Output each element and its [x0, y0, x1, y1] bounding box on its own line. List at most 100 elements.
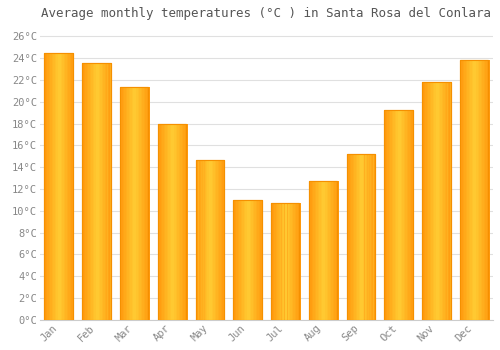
- Bar: [48, 52, 49, 320]
- Bar: [197, 160, 198, 320]
- Bar: [98, 63, 100, 320]
- Bar: [258, 200, 260, 320]
- Bar: [216, 160, 218, 320]
- Bar: [186, 124, 188, 320]
- Bar: [358, 154, 360, 320]
- Bar: [73, 52, 74, 320]
- Bar: [203, 160, 204, 320]
- Bar: [161, 124, 162, 320]
- Bar: [390, 110, 392, 320]
- Bar: [384, 110, 413, 320]
- Bar: [475, 60, 476, 320]
- Bar: [252, 200, 254, 320]
- Bar: [138, 88, 140, 320]
- Title: Average monthly temperatures (°C ) in Santa Rosa del Conlara: Average monthly temperatures (°C ) in Sa…: [42, 7, 492, 20]
- Bar: [450, 82, 452, 320]
- Bar: [46, 52, 48, 320]
- Bar: [337, 181, 338, 320]
- Bar: [386, 110, 388, 320]
- Bar: [135, 88, 136, 320]
- Bar: [248, 200, 250, 320]
- Bar: [130, 88, 132, 320]
- Bar: [394, 110, 395, 320]
- Bar: [61, 52, 62, 320]
- Bar: [316, 181, 318, 320]
- Bar: [336, 181, 337, 320]
- Bar: [488, 60, 490, 320]
- Bar: [426, 82, 428, 320]
- Bar: [292, 203, 294, 320]
- Bar: [443, 82, 444, 320]
- Bar: [96, 63, 97, 320]
- Bar: [428, 82, 430, 320]
- Bar: [120, 88, 148, 320]
- Bar: [432, 82, 434, 320]
- Bar: [346, 154, 375, 320]
- Bar: [94, 63, 96, 320]
- Bar: [91, 63, 92, 320]
- Bar: [180, 124, 182, 320]
- Bar: [110, 63, 112, 320]
- Bar: [196, 160, 224, 320]
- Bar: [431, 82, 432, 320]
- Bar: [364, 154, 366, 320]
- Bar: [128, 88, 129, 320]
- Bar: [309, 181, 337, 320]
- Bar: [370, 154, 372, 320]
- Bar: [487, 60, 488, 320]
- Bar: [315, 181, 316, 320]
- Bar: [260, 200, 262, 320]
- Bar: [410, 110, 411, 320]
- Bar: [280, 203, 281, 320]
- Bar: [271, 203, 300, 320]
- Bar: [348, 154, 350, 320]
- Bar: [482, 60, 484, 320]
- Bar: [62, 52, 64, 320]
- Bar: [400, 110, 401, 320]
- Bar: [158, 124, 186, 320]
- Bar: [174, 124, 176, 320]
- Bar: [256, 200, 257, 320]
- Bar: [208, 160, 209, 320]
- Bar: [486, 60, 487, 320]
- Bar: [398, 110, 400, 320]
- Bar: [351, 154, 352, 320]
- Bar: [332, 181, 334, 320]
- Bar: [312, 181, 314, 320]
- Bar: [460, 60, 488, 320]
- Bar: [204, 160, 206, 320]
- Bar: [422, 82, 424, 320]
- Bar: [44, 52, 73, 320]
- Bar: [466, 60, 468, 320]
- Bar: [468, 60, 469, 320]
- Bar: [86, 63, 88, 320]
- Bar: [140, 88, 141, 320]
- Bar: [396, 110, 398, 320]
- Bar: [413, 110, 414, 320]
- Bar: [283, 203, 284, 320]
- Bar: [44, 52, 46, 320]
- Bar: [408, 110, 410, 320]
- Bar: [460, 60, 462, 320]
- Bar: [182, 124, 183, 320]
- Bar: [363, 154, 364, 320]
- Bar: [106, 63, 108, 320]
- Bar: [82, 63, 110, 320]
- Bar: [147, 88, 148, 320]
- Bar: [462, 60, 463, 320]
- Bar: [446, 82, 448, 320]
- Bar: [158, 124, 159, 320]
- Bar: [310, 181, 312, 320]
- Bar: [100, 63, 102, 320]
- Bar: [44, 52, 73, 320]
- Bar: [54, 52, 55, 320]
- Bar: [108, 63, 109, 320]
- Bar: [480, 60, 481, 320]
- Bar: [401, 110, 402, 320]
- Bar: [144, 88, 146, 320]
- Bar: [52, 52, 54, 320]
- Bar: [206, 160, 208, 320]
- Bar: [141, 88, 142, 320]
- Bar: [470, 60, 472, 320]
- Bar: [288, 203, 289, 320]
